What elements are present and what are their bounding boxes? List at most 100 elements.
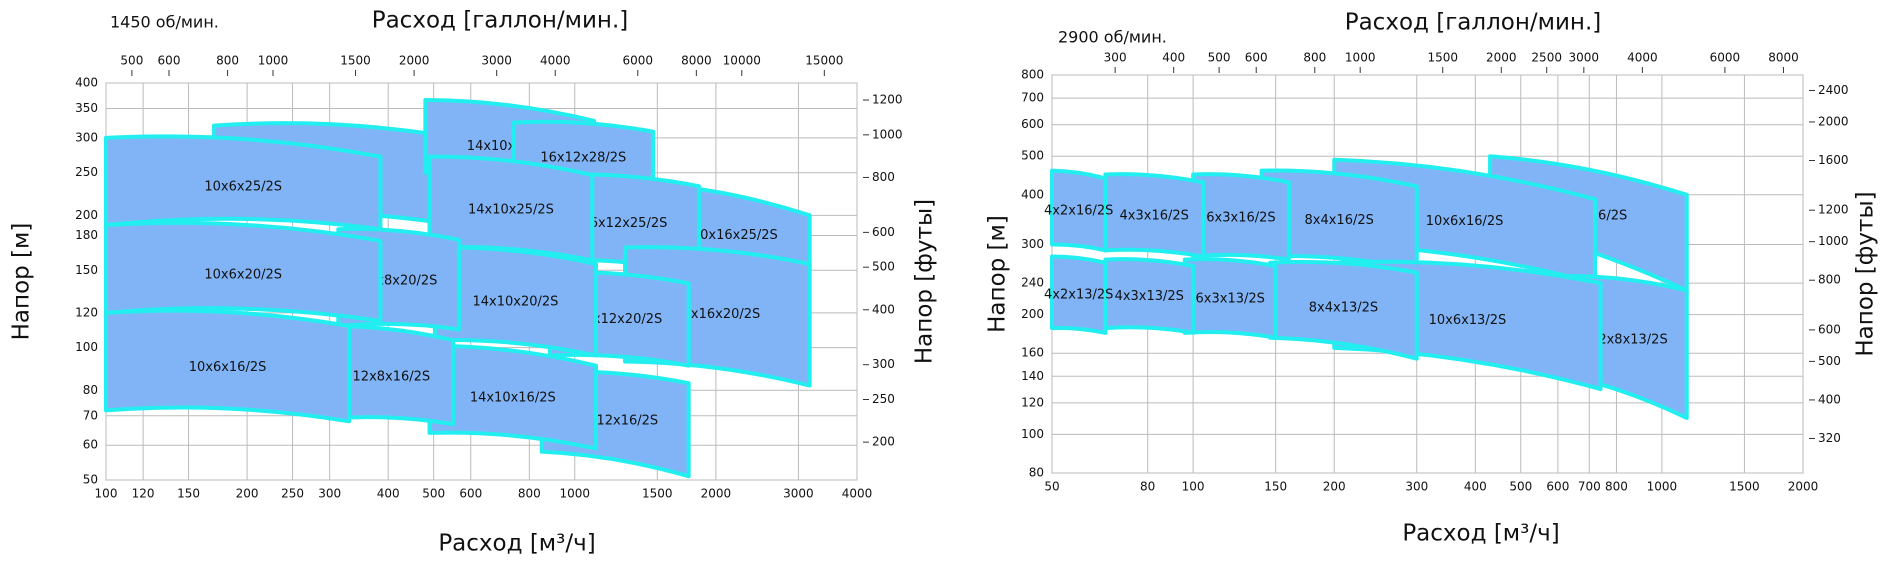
tile-label: 20x16x25/2S [692,228,778,243]
coverage-tile [1050,254,1108,335]
y2-tick-label: 800 [872,170,895,184]
tile-label: 6x3x13/2S [1196,292,1265,307]
x-tick-label: 250 [281,487,304,501]
coverage-tile [427,343,599,451]
x2-tick-label: 8000 [681,54,712,68]
x-tick-label: 300 [1405,480,1428,494]
coverage-tile [1268,259,1419,361]
coverage-tile [432,245,599,358]
x-tick-label: 2000 [1788,480,1819,494]
y2-tick-label: 320 [1818,431,1841,445]
tile-label: 10x6x25/2S [204,180,282,195]
y-axis-title: Напор [м] [985,215,1011,333]
tile-label: 4x2x16/2S [1044,203,1113,218]
x-tick-label: 100 [1182,480,1205,494]
x2-tick-label: 15000 [805,54,843,68]
x2-tick-label: 10000 [723,54,761,68]
y-tick-label: 300 [75,130,98,144]
coverage-tile [1182,257,1278,340]
x2-tick-label: 1500 [1427,51,1458,65]
x-tick-label: 1500 [1729,480,1760,494]
tile-label: 10x6x20/2S [204,267,282,282]
y2-tick-label: 1600 [1818,153,1849,167]
y-tick-label: 80 [83,383,98,397]
y2-tick-label: 400 [872,302,895,316]
x-tick-label: 50 [1044,480,1059,494]
x-tick-label: 150 [1264,480,1287,494]
x2-tick-label: 2000 [399,54,430,68]
y-tick-label: 80 [1029,466,1044,480]
y2-tick-label: 1200 [1818,203,1849,217]
y2-tick-label: 600 [872,225,895,239]
coverage-tile [327,324,456,427]
x-tick-label: 800 [1605,480,1628,494]
tile-label: 6x3x16/2S [1206,211,1275,226]
y-tick-label: 700 [1021,91,1044,105]
x2-tick-label: 3000 [481,54,512,68]
tile-label: 14x10x25/2S [468,202,554,217]
y-tick-label: 120 [75,305,98,319]
y-tick-label: 100 [1021,427,1044,441]
x-axis-title: Расход [м³/ч] [438,531,595,557]
y-tick-label: 200 [75,208,98,222]
x2-tick-label: 6000 [1710,51,1741,65]
y2-tick-label: 800 [1818,273,1841,287]
y-tick-label: 120 [1021,395,1044,409]
y2-axis-title: Напор [футы] [912,199,938,364]
y2-axis-title: Напор [футы] [1853,191,1879,356]
x-tick-label: 3000 [783,487,814,501]
x-tick-label: 2000 [701,487,732,501]
y2-tick-label: 1000 [872,127,903,141]
x-tick-label: 600 [459,487,482,501]
y2-tick-label: 1000 [1818,234,1849,248]
x2-tick-label: 300 [1104,51,1127,65]
y2-tick-label: 2400 [1818,83,1849,97]
rpm-label: 2900 об/мин. [1058,28,1167,47]
y2-tick-label: 400 [1818,392,1841,406]
y-tick-label: 300 [1021,237,1044,251]
x-tick-label: 400 [377,487,400,501]
x2-tick-label: 2000 [1486,51,1517,65]
y-axis-title: Напор [м] [9,223,35,341]
x2-tick-label: 2500 [1531,51,1562,65]
y2-tick-label: 200 [872,435,895,449]
x-tick-label: 120 [132,487,155,501]
x2-tick-label: 1500 [340,54,371,68]
x-tick-label: 200 [236,487,259,501]
y-tick-label: 180 [75,228,98,242]
tile-label: 10x6x16/2S [1426,214,1504,229]
y-tick-label: 400 [75,76,98,90]
y-tick-label: 100 [75,340,98,354]
x-tick-label: 1000 [559,487,590,501]
y2-tick-label: 250 [872,392,895,406]
y-tick-label: 600 [1021,117,1044,131]
coverage-tile [1103,172,1206,259]
y2-tick-label: 500 [872,260,895,274]
coverage-tile [1103,257,1196,335]
y-tick-label: 250 [75,165,98,179]
x2-tick-label: 6000 [623,54,654,68]
y-tick-label: 150 [75,263,98,277]
x-tick-label: 1000 [1647,480,1678,494]
rpm-label: 1450 об/мин. [110,13,219,32]
y-tick-label: 60 [83,438,98,452]
x2-tick-label: 600 [158,54,181,68]
y2-tick-label: 1200 [872,93,903,107]
x-tick-label: 150 [177,487,200,501]
x2-tick-label: 1000 [258,54,289,68]
y-tick-label: 240 [1021,276,1044,290]
x2-tick-label: 800 [216,54,239,68]
y2-tick-label: 2000 [1818,114,1849,128]
x2-tick-label: 4000 [540,54,571,68]
x2-tick-label: 500 [120,54,143,68]
coverage-tile [104,220,383,323]
x2-tick-label: 8000 [1768,51,1799,65]
y2-tick-label: 600 [1818,322,1841,336]
tile-label: 14x10x16/2S [470,391,556,406]
tile-label: 4x3x16/2S [1120,208,1189,223]
x-tick-label: 100 [95,487,118,501]
x2-tick-label: 800 [1303,51,1326,65]
tile-label: 16x12x28/2S [540,150,626,165]
y-tick-label: 50 [83,473,98,487]
